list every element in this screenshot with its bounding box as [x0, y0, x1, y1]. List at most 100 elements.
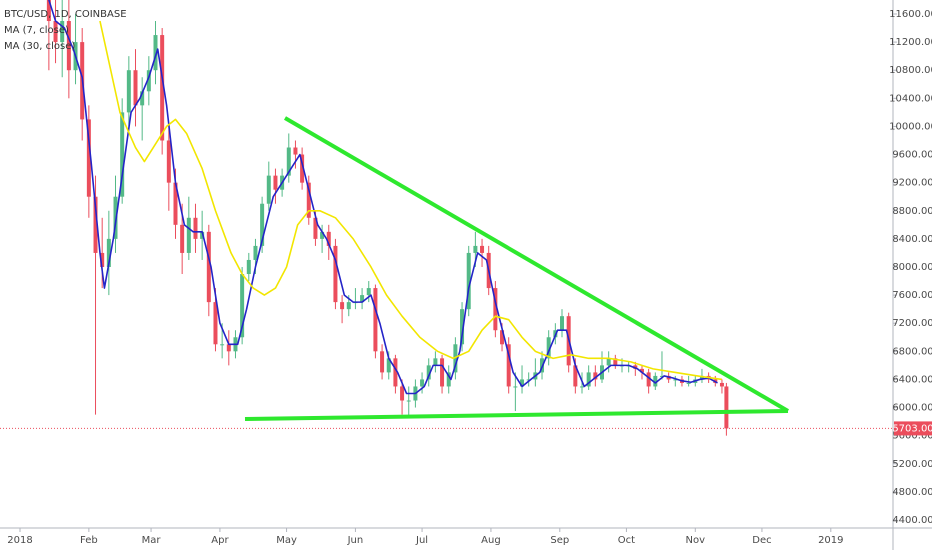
candle-body	[673, 379, 678, 381]
candle-body	[326, 231, 331, 246]
candle-body	[333, 245, 338, 303]
candle-body	[500, 330, 505, 345]
candle-body	[453, 344, 458, 373]
candle-body	[513, 386, 518, 388]
candle-body	[53, 21, 58, 43]
y-tick-label: 11600.00	[889, 9, 932, 20]
y-tick-label: 5600.00	[892, 431, 932, 442]
candle-body	[240, 274, 245, 338]
candle-body	[346, 302, 351, 310]
candle-body	[66, 21, 71, 71]
candle-body	[293, 147, 298, 155]
candle-body	[506, 344, 511, 387]
y-tick-label: 5200.00	[892, 459, 932, 470]
candle-body	[400, 386, 405, 401]
candle-body	[366, 288, 371, 296]
candle-body	[140, 91, 145, 106]
candle-body	[213, 302, 218, 345]
candle-body	[100, 252, 105, 267]
candle-body	[60, 21, 65, 43]
ma-line	[48, 0, 718, 395]
last-price-label: 5703.00	[892, 423, 932, 434]
candle-body	[646, 372, 651, 387]
y-tick-label: 6400.00	[892, 374, 932, 385]
legend-title: BTC/USD, 1D, COINBASE	[4, 9, 127, 20]
candle-body	[340, 302, 345, 310]
candle-body	[206, 231, 211, 303]
candle-body	[160, 35, 165, 141]
candle-body	[699, 375, 704, 380]
y-tick-label: 8400.00	[892, 234, 932, 245]
candle-body	[659, 375, 664, 377]
candle-body	[433, 358, 438, 366]
candle-body	[546, 337, 551, 359]
y-tick-label: 7600.00	[892, 290, 932, 301]
y-tick-label: 6000.00	[892, 403, 932, 414]
candle-body	[606, 358, 611, 366]
candle-body	[406, 400, 411, 402]
y-tick-label: 9600.00	[892, 150, 932, 161]
candle-body	[373, 288, 378, 352]
candle-body	[253, 245, 258, 260]
candle-body	[460, 309, 465, 345]
x-tick-label: Mar	[142, 535, 162, 546]
x-tick-label: 2018	[7, 535, 32, 546]
candle-body	[246, 259, 251, 275]
candle-body	[426, 365, 431, 380]
trend-line-lower	[244, 409, 789, 421]
y-tick-label: 10400.00	[889, 93, 932, 104]
y-tick-label: 4800.00	[892, 487, 932, 498]
candle-body	[146, 70, 151, 92]
x-tick-label: Nov	[686, 535, 706, 546]
y-tick-label: 9200.00	[892, 178, 932, 189]
y-tick-label: 8000.00	[892, 262, 932, 273]
candle-body	[719, 382, 724, 387]
legend-entry: MA (7, close)	[4, 25, 69, 36]
candle-body	[286, 147, 291, 176]
candle-body	[86, 119, 91, 197]
candle-body	[639, 368, 644, 373]
x-tick-label: Sep	[550, 535, 569, 546]
y-tick-label: 7200.00	[892, 318, 932, 329]
y-tick-label: 11200.00	[889, 37, 932, 48]
y-tick-label: 8800.00	[892, 206, 932, 217]
candle-body	[466, 252, 471, 310]
candle-body	[480, 245, 485, 253]
candle-body	[313, 217, 318, 239]
candle-body	[186, 217, 191, 253]
plot-area	[46, 0, 729, 436]
candle-body	[173, 182, 178, 225]
candle-body	[260, 203, 265, 246]
candle-body	[220, 344, 225, 346]
y-tick-label: 10000.00	[889, 121, 932, 132]
trend-line-upper	[283, 116, 790, 413]
candle-body	[526, 379, 531, 381]
y-tick-label: 4400.00	[892, 515, 932, 526]
candle-body	[393, 358, 398, 387]
candle-body	[166, 140, 171, 183]
candle-body	[440, 358, 445, 387]
last-price-tag	[894, 421, 932, 436]
x-tick-label: Jul	[415, 535, 428, 546]
candle-body	[493, 288, 498, 331]
x-tick-label: May	[276, 535, 297, 546]
candle-body	[573, 365, 578, 387]
trend-lines	[244, 116, 790, 421]
x-tick-label: Aug	[481, 535, 501, 546]
x-tick-label: Jun	[347, 535, 364, 546]
candle-body	[180, 224, 185, 253]
candle-body	[633, 365, 638, 369]
candle-body	[420, 379, 425, 387]
candle-body	[133, 70, 138, 106]
ma-line	[99, 20, 723, 381]
x-tick-label: Oct	[618, 535, 635, 546]
x-tick-label: Dec	[752, 535, 771, 546]
candle-body	[473, 245, 478, 253]
candle-body	[106, 238, 111, 267]
candle-body	[580, 386, 585, 388]
candle-body	[386, 358, 391, 373]
candle-body	[686, 382, 691, 384]
candle-body	[93, 196, 98, 253]
